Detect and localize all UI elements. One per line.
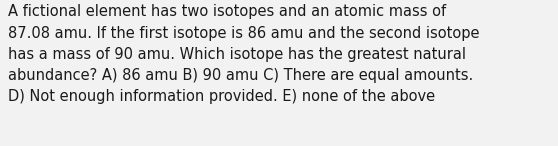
Text: A fictional element has two isotopes and an atomic mass of
87.08 amu. If the fir: A fictional element has two isotopes and…: [8, 4, 480, 104]
